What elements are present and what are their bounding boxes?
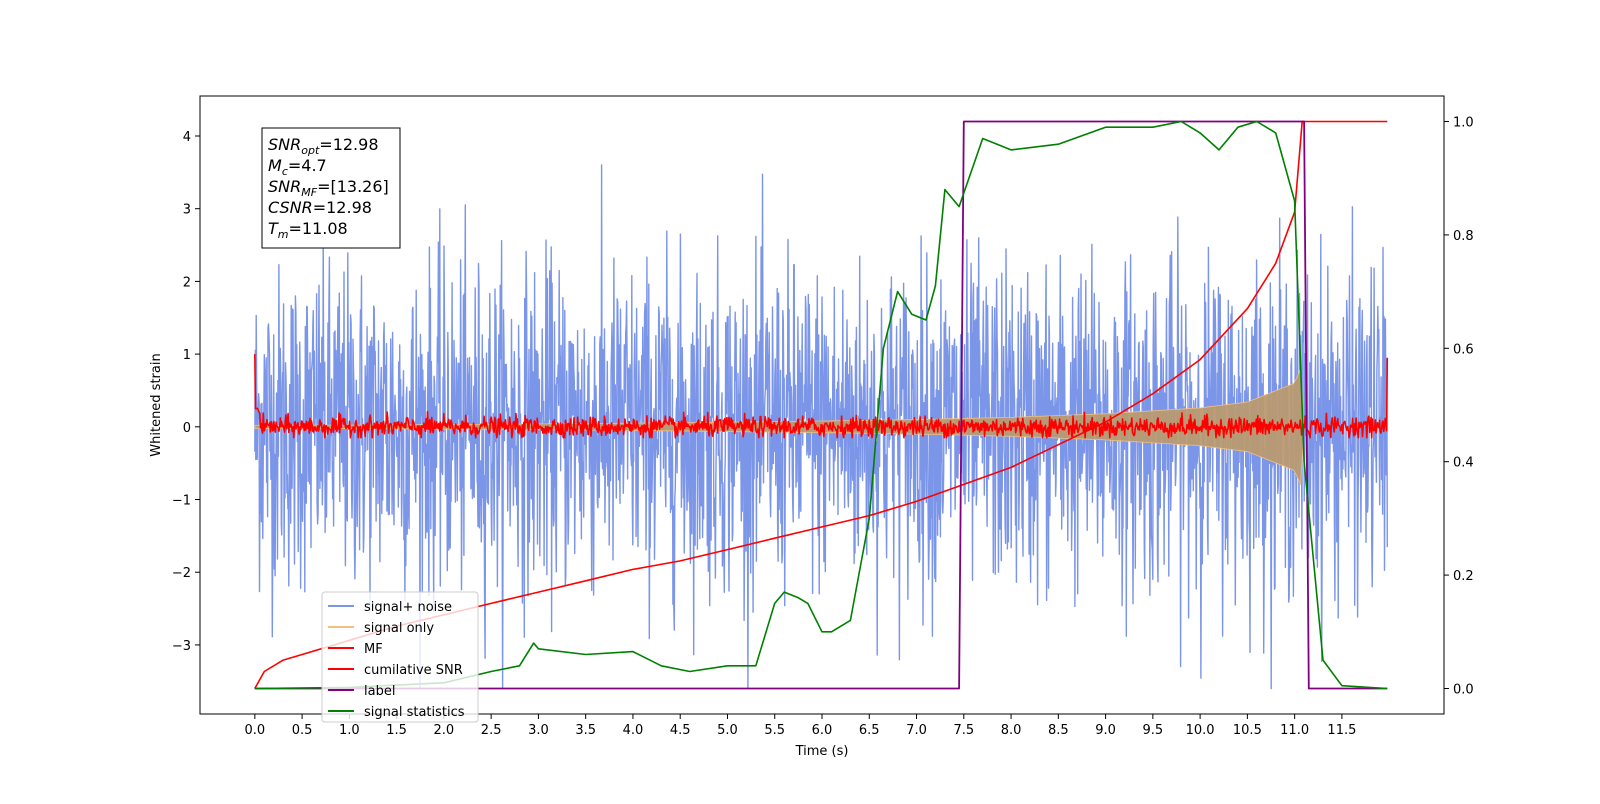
annotation-value: =[13.26] (317, 177, 389, 196)
annotation-frame (261, 127, 401, 249)
x-axis: 0.0 0.5 1.0 1.5 2.0 2.5 3.0 3.5 4.0 4.5 5.0 5.5 6.0 6… (244, 714, 1356, 738)
series-label-line (254, 120, 1388, 690)
x-tick-label: 5.5 (764, 723, 785, 738)
x-tick-label: 3.5 (575, 723, 596, 738)
annotation-value: =12.98 (319, 135, 378, 154)
x-tick-label: 6.0 (812, 723, 833, 738)
annotation-subscript: opt (301, 144, 320, 157)
y-axis-right: 0.0 0.2 0.4 0.6 0.8 1.0 (1444, 116, 1474, 697)
y-tick-label: 0 (183, 421, 191, 436)
y-tick-label: −3 (172, 639, 191, 654)
x-tick-label: 2.5 (481, 723, 502, 738)
y-axis-label: Whitened strain (149, 353, 164, 456)
annotation-subscript: c (282, 165, 288, 178)
x-tick-label: 8.0 (1001, 723, 1022, 738)
x-tick-label: 10.5 (1233, 723, 1262, 738)
x-tick-label: 11.0 (1280, 723, 1309, 738)
x-tick-label: 7.5 (953, 723, 974, 738)
x-tick-label: 9.0 (1095, 723, 1116, 738)
annotation-line: CSNR=12.98 (268, 198, 372, 217)
x-tick-label: 11.5 (1327, 723, 1356, 738)
annotation-subscript: MF (301, 186, 317, 199)
legend-label: MF (364, 642, 383, 657)
y-tick-label: −1 (172, 494, 191, 509)
annotation-value: =4.7 (288, 156, 327, 175)
annotation-symbol: SNR (268, 177, 301, 196)
x-tick-label: 0.0 (244, 723, 265, 738)
x-tick-label: 1.0 (339, 723, 360, 738)
x-tick-label: 4.0 (623, 723, 644, 738)
x-tick-label: 8.5 (1048, 723, 1069, 738)
annotation-value: =12.98 (313, 198, 372, 217)
legend-label: signal only (364, 621, 434, 636)
x-tick-label: 5.0 (717, 723, 738, 738)
annotation-symbol: T (268, 219, 279, 238)
x-axis-label: Time (s) (795, 744, 849, 759)
annotation-line: SNRMF=[13.26] (268, 177, 389, 199)
y2-tick-label: 1.0 (1453, 116, 1474, 131)
y-tick-label: 3 (183, 203, 191, 218)
x-tick-label: 6.5 (859, 723, 880, 738)
legend-label: signal statistics (364, 705, 465, 720)
series-mf-line (254, 354, 1389, 439)
y-tick-label: −2 (172, 566, 191, 581)
y-tick-label: 2 (183, 275, 191, 290)
y-axis-left: −3 −2 −1 0 1 2 3 4 (172, 130, 200, 654)
series-signal-noise-line (254, 164, 1388, 690)
y2-tick-label: 0.6 (1453, 342, 1474, 357)
annotation-symbol: CSNR (268, 198, 313, 217)
annotation-line: Mc=4.7 (268, 156, 327, 178)
legend-label: label (364, 684, 395, 699)
plot-area (254, 120, 1389, 690)
x-tick-label: 9.5 (1143, 723, 1164, 738)
y-tick-label: 1 (183, 348, 191, 363)
x-tick-label: 10.0 (1186, 723, 1215, 738)
annotation-line: Tm=11.08 (268, 219, 348, 241)
x-tick-label: 1.5 (386, 723, 407, 738)
legend-label: cumilative SNR (364, 663, 463, 678)
x-tick-label: 2.0 (434, 723, 455, 738)
annotation-line: SNRopt=12.98 (268, 135, 379, 157)
annotation-symbol: M (268, 156, 282, 175)
x-tick-label: 4.5 (670, 723, 691, 738)
annotation-value: =11.08 (289, 219, 348, 238)
y2-tick-label: 0.0 (1453, 682, 1474, 697)
series-signal-statistics-line (254, 120, 1388, 690)
y2-tick-label: 0.2 (1453, 569, 1474, 584)
x-tick-label: 3.0 (528, 723, 549, 738)
y-tick-label: 4 (183, 130, 191, 145)
annotation-subscript: m (278, 228, 289, 241)
x-tick-label: 0.5 (292, 723, 313, 738)
x-tick-label: 7.0 (906, 723, 927, 738)
annotation-box: SNRopt=12.98Mc=4.7SNRMF=[13.26]CSNR=12.9… (261, 127, 401, 249)
legend-label: signal+ noise (364, 600, 452, 615)
legend-frame (321, 591, 479, 723)
y2-tick-label: 0.8 (1453, 229, 1474, 244)
y2-tick-label: 0.4 (1453, 456, 1474, 471)
annotation-symbol: SNR (268, 135, 301, 154)
legend: signal+ noise signal only MF cumilative SNR… (321, 591, 479, 723)
